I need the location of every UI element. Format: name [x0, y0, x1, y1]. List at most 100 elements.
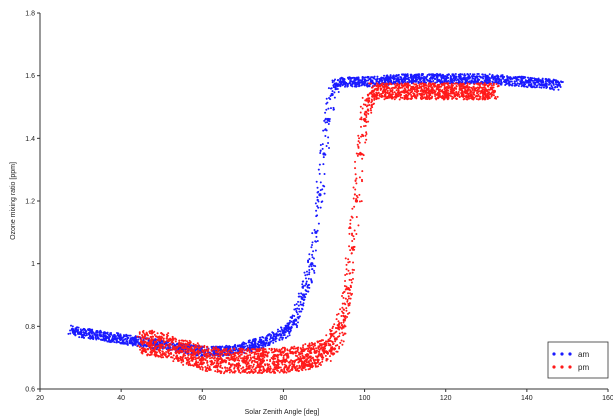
data-point-am [478, 78, 481, 81]
data-point-am [104, 337, 107, 340]
data-point-pm [351, 277, 354, 280]
data-point-pm [362, 103, 365, 106]
data-point-pm [299, 365, 302, 368]
data-point-am [324, 134, 327, 137]
data-point-am [317, 168, 320, 171]
data-point-pm [423, 93, 426, 96]
data-point-pm [359, 111, 362, 114]
data-point-am [323, 185, 326, 188]
data-point-pm [231, 371, 234, 374]
data-point-am [435, 74, 438, 77]
data-point-pm [497, 84, 500, 87]
data-point-pm [344, 288, 347, 291]
data-point-am [314, 240, 317, 243]
data-point-am [280, 328, 283, 331]
data-point-am [539, 83, 542, 86]
data-point-pm [161, 332, 164, 335]
data-point-pm [254, 370, 257, 373]
data-point-pm [165, 351, 168, 354]
data-point-am [241, 345, 244, 348]
data-point-am [525, 79, 528, 82]
data-point-am [327, 107, 330, 110]
data-point-am [449, 80, 452, 83]
data-point-pm [163, 341, 166, 344]
data-point-pm [439, 95, 442, 98]
data-point-pm [224, 366, 227, 369]
data-point-pm [340, 339, 343, 342]
data-point-am [78, 336, 81, 339]
data-point-am [292, 321, 295, 324]
data-point-am [378, 79, 381, 82]
data-point-pm [344, 257, 347, 260]
data-point-pm [312, 345, 315, 348]
data-point-am [511, 77, 514, 80]
data-point-pm [208, 354, 211, 357]
data-point-am [327, 123, 330, 126]
data-point-am [312, 257, 315, 260]
data-point-am [432, 80, 435, 83]
data-point-pm [145, 338, 148, 341]
data-point-am [72, 331, 75, 334]
data-point-am [316, 186, 319, 189]
data-point-pm [256, 360, 259, 363]
data-point-am [480, 76, 483, 79]
data-point-pm [263, 359, 266, 362]
data-point-pm [296, 355, 299, 358]
data-point-am [126, 338, 129, 341]
data-point-am [316, 229, 319, 232]
data-point-am [77, 329, 80, 332]
data-point-pm [156, 332, 159, 335]
data-point-pm [381, 91, 384, 94]
data-point-pm [348, 272, 351, 275]
data-point-am [492, 77, 495, 80]
data-point-am [458, 75, 461, 78]
data-point-am [473, 75, 476, 78]
data-point-am [319, 150, 322, 153]
data-point-pm [270, 349, 273, 352]
data-point-am [386, 74, 389, 77]
data-point-am [243, 341, 246, 344]
data-point-am [276, 328, 279, 331]
data-point-am [555, 79, 558, 82]
data-point-am [506, 75, 509, 78]
data-point-pm [475, 95, 478, 98]
data-point-am [494, 79, 497, 82]
data-point-pm [234, 354, 237, 357]
data-point-am [101, 338, 104, 341]
data-point-pm [299, 355, 302, 358]
data-point-pm [184, 349, 187, 352]
data-point-pm [155, 353, 158, 356]
data-point-pm [191, 359, 194, 362]
data-point-am [540, 86, 543, 89]
data-point-am [421, 72, 424, 75]
data-point-am [396, 77, 399, 80]
data-point-pm [449, 92, 452, 95]
data-point-am [75, 328, 78, 331]
data-point-am [333, 82, 336, 85]
data-point-am [319, 152, 322, 155]
data-point-pm [167, 332, 170, 335]
data-point-pm [236, 352, 239, 355]
data-point-pm [317, 365, 320, 368]
data-point-am [301, 280, 304, 283]
data-point-am [128, 334, 131, 337]
data-point-am [255, 345, 258, 348]
data-point-pm [150, 339, 153, 342]
data-point-pm [321, 358, 324, 361]
data-point-pm [437, 91, 440, 94]
data-point-pm [204, 369, 207, 372]
data-point-pm [310, 351, 313, 354]
data-point-am [307, 283, 310, 286]
data-point-pm [353, 245, 356, 248]
data-point-am [288, 328, 291, 331]
data-point-pm [259, 371, 262, 374]
data-point-am [125, 335, 128, 338]
data-point-pm [297, 369, 300, 372]
data-point-am [303, 298, 306, 301]
data-point-pm [429, 85, 432, 88]
data-point-pm [223, 371, 226, 374]
data-point-pm [145, 351, 148, 354]
data-point-pm [426, 96, 429, 99]
data-point-pm [179, 356, 182, 359]
